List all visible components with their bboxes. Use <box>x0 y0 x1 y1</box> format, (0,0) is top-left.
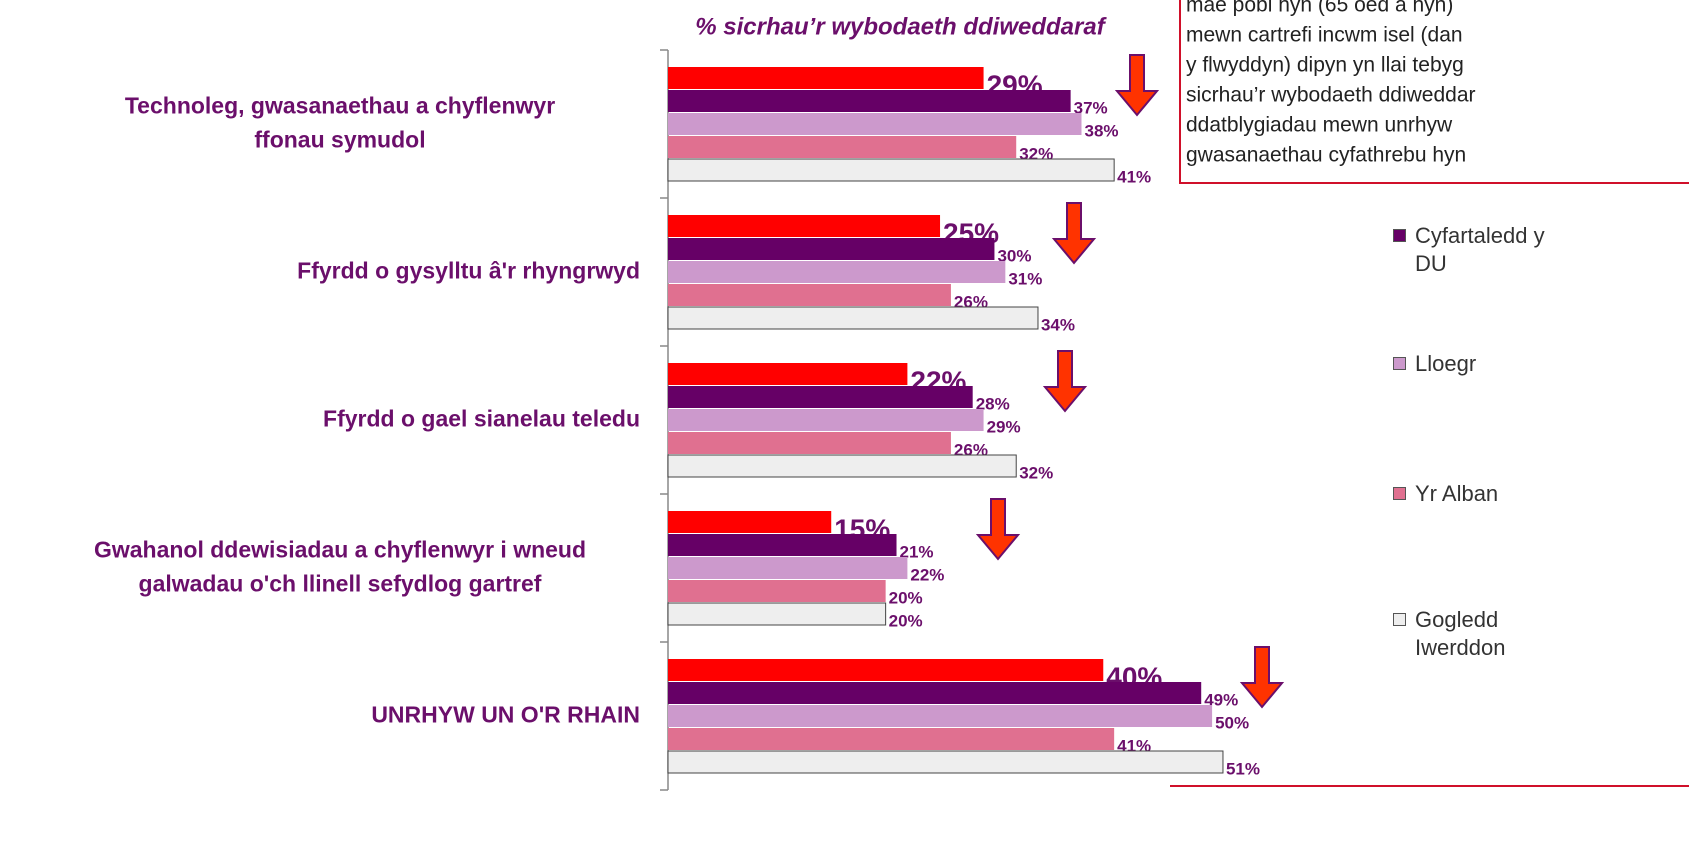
value-label: 34% <box>1041 315 1075 334</box>
value-label: 28% <box>976 394 1010 413</box>
bar <box>667 454 1017 478</box>
bar <box>668 90 1071 112</box>
value-label: 21% <box>900 542 934 561</box>
legend-label: Cyfartaledd y DU <box>1415 223 1545 276</box>
value-label: 32% <box>1019 463 1053 482</box>
arrow <box>975 498 1021 561</box>
bar <box>668 261 1006 283</box>
bar <box>668 215 941 237</box>
category-label: Gwahanol ddewisiadau a chyflenwyr i wneu… <box>94 537 586 563</box>
legend-item: Yr Alban <box>1393 480 1555 508</box>
bar <box>668 409 984 431</box>
bar <box>668 238 995 260</box>
bar <box>668 67 984 89</box>
value-label: 31% <box>1008 269 1042 288</box>
value-label: 51% <box>1226 759 1260 778</box>
legend-item: Gogledd Iwerddon <box>1393 606 1515 662</box>
value-label: 41% <box>1117 167 1151 186</box>
bar <box>668 363 908 385</box>
bar <box>668 386 973 408</box>
legend-label: Yr Alban <box>1415 481 1499 506</box>
value-label: 38% <box>1085 121 1119 140</box>
legend-swatch <box>1393 229 1406 242</box>
bar <box>668 113 1082 135</box>
annotation-line: y flwyddyn) dipyn yn llai tebyg <box>1186 54 1464 77</box>
bar <box>667 602 887 626</box>
bar <box>667 750 1224 774</box>
legend-swatch <box>1393 487 1406 500</box>
legend-swatch <box>1393 613 1406 626</box>
category-label: ffonau symudol <box>254 127 425 153</box>
axis-title: % sicrhau’r wybodaeth ddiweddaraf <box>695 13 1106 40</box>
arrow <box>1042 350 1088 413</box>
legend-item: Cyfartaledd y DU <box>1393 222 1555 278</box>
annotation-line: mewn cartrefi incwm isel (dan <box>1186 24 1463 47</box>
bar <box>668 682 1202 704</box>
arrow <box>1239 646 1285 709</box>
legend-label: Lloegr <box>1415 351 1477 376</box>
bar <box>668 557 908 579</box>
annotation-line: sicrhau’r wybodaeth ddiweddar <box>1186 84 1476 107</box>
value-label: 29% <box>987 417 1021 436</box>
annotation-line: mae pobl hŷn (65 oed a hŷn) <box>1186 0 1453 17</box>
arrow <box>1114 54 1160 117</box>
bar <box>668 511 832 533</box>
bar <box>668 534 897 556</box>
value-label: 30% <box>997 246 1031 265</box>
category-label: UNRHYW UN O'R RHAIN <box>371 702 640 728</box>
arrow <box>1051 202 1097 265</box>
bar <box>668 136 1017 158</box>
value-label: 50% <box>1215 713 1249 732</box>
bar <box>668 659 1104 681</box>
category-label: Technoleg, gwasanaethau a chyflenwyr <box>125 93 555 119</box>
legend-label: Gogledd Iwerddon <box>1415 607 1506 660</box>
bar <box>667 158 1115 182</box>
value-label: 37% <box>1074 98 1108 117</box>
value-label: 49% <box>1204 690 1238 709</box>
annotation-line: ddatblygiadau mewn unrhyw <box>1186 114 1453 137</box>
value-label: 20% <box>889 611 923 630</box>
value-label: 22% <box>910 565 944 584</box>
bar <box>668 728 1115 750</box>
bar <box>667 306 1039 330</box>
value-label: 20% <box>889 588 923 607</box>
legend-item: Lloegr <box>1393 350 1555 378</box>
bar <box>668 284 951 306</box>
annotation-line: gwasanaethau cyfathrebu hyn <box>1186 144 1466 167</box>
category-label: Ffyrdd o gael sianelau teledu <box>323 406 640 432</box>
category-label: Ffyrdd o gysylltu â'r rhyngrwyd <box>297 258 640 284</box>
bar <box>668 580 886 602</box>
annotation-box <box>1179 0 1689 184</box>
category-label: galwadau o'ch llinell sefydlog gartref <box>139 571 542 597</box>
legend-swatch <box>1393 357 1406 370</box>
bar <box>668 432 951 454</box>
bar <box>668 705 1213 727</box>
